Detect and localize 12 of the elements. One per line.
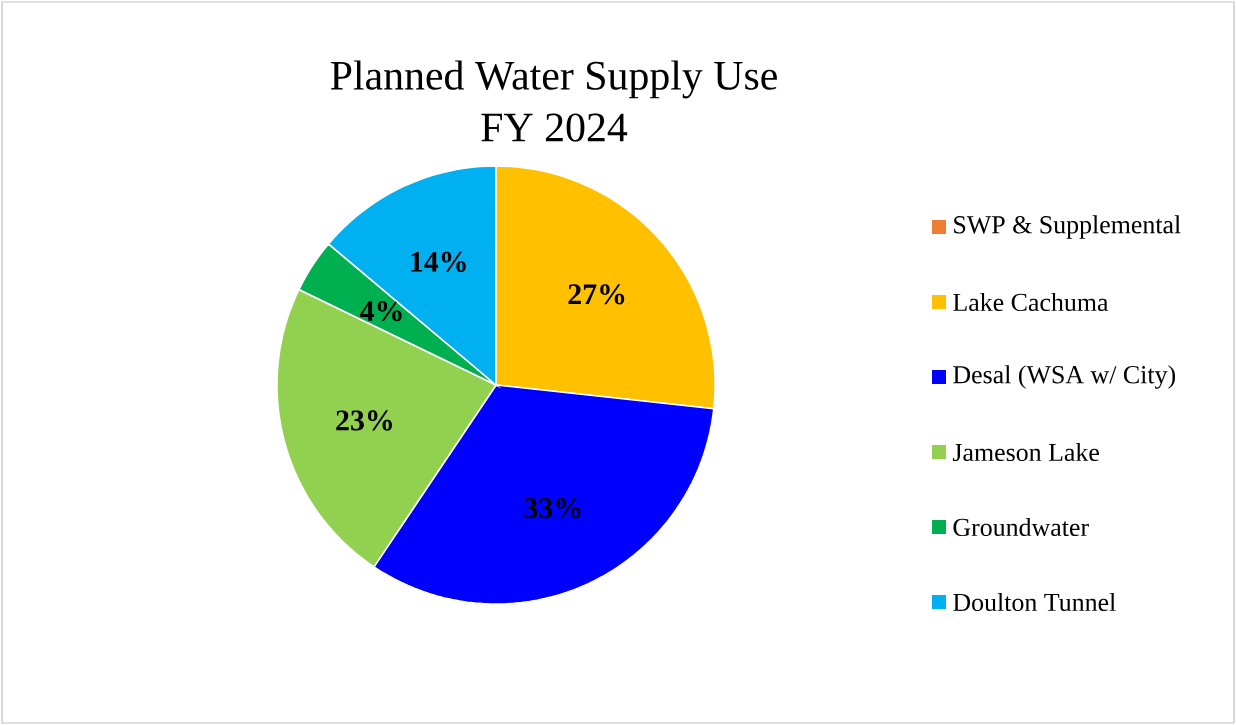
legend-label: Desal (WSA w/ City) xyxy=(953,365,1176,389)
data-label: 27% xyxy=(568,284,625,305)
legend-label: Lake Cachuma xyxy=(953,292,1109,312)
legend-label: Doulton Tunnel xyxy=(953,592,1116,612)
legend-label: Groundwater xyxy=(953,517,1089,537)
data-label: 23% xyxy=(336,410,392,431)
data-label: 14% xyxy=(411,251,466,273)
legend-label: SWP & Supplemental xyxy=(954,215,1181,239)
legend-label: Jameson Lake xyxy=(952,442,1099,462)
data-label: 33% xyxy=(524,497,581,519)
data-label: 4% xyxy=(360,300,402,322)
chart-title: Planned Water Supply Use FY 2024 xyxy=(330,60,777,142)
